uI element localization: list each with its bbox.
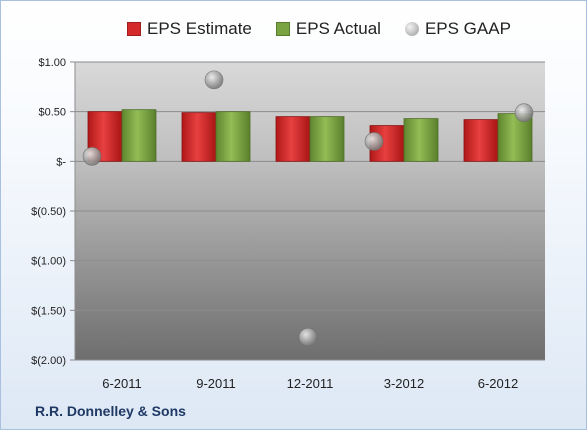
x-tick-label: 6-2012 [478, 376, 518, 391]
y-tick-label: $0.50 [38, 107, 66, 119]
bar-eps-actual [121, 109, 157, 162]
y-tick-label: $1.00 [38, 57, 66, 69]
bar-eps-actual [309, 116, 345, 162]
point-eps-gaap [514, 103, 534, 122]
x-tick-label: 9-2011 [196, 376, 236, 391]
x-tick-label: 3-2012 [384, 376, 424, 391]
bar-eps-actual [403, 118, 439, 162]
legend-swatch-eps-actual [275, 22, 290, 36]
legend-swatch-eps-estimate [127, 22, 141, 36]
y-tick-label: $(2.00) [31, 355, 66, 367]
point-eps-gaap [204, 70, 224, 90]
legend-label-eps-gaap: EPS GAAP [424, 19, 511, 38]
bar-eps-estimate [181, 112, 217, 162]
y-tick-label: $(0.50) [31, 206, 66, 218]
legend-item-eps-gaap: EPS GAAP [404, 19, 511, 39]
point-eps-gaap [364, 132, 384, 151]
chart-legend: EPS Estimate EPS Actual EPS GAAP [127, 19, 535, 39]
point-eps-gaap [298, 327, 318, 347]
bar-eps-estimate [463, 119, 499, 162]
y-tick-label: $- [56, 156, 66, 168]
legend-item-eps-estimate: EPS Estimate [127, 19, 252, 39]
point-eps-gaap [82, 147, 102, 166]
bar-eps-actual [215, 111, 251, 162]
y-tick-label: $(1.00) [31, 256, 66, 268]
legend-label-eps-estimate: EPS Estimate [147, 19, 252, 38]
legend-swatch-eps-gaap [404, 22, 419, 36]
x-tick-label: 6-2011 [102, 376, 142, 391]
legend-label-eps-actual: EPS Actual [295, 19, 381, 38]
company-label: R.R. Donnelley & Sons [35, 403, 186, 419]
legend-item-eps-actual: EPS Actual [275, 19, 381, 39]
y-tick-label: $(1.50) [31, 305, 66, 317]
bar-eps-estimate [275, 116, 311, 162]
x-tick-label: 12-2011 [287, 376, 334, 391]
